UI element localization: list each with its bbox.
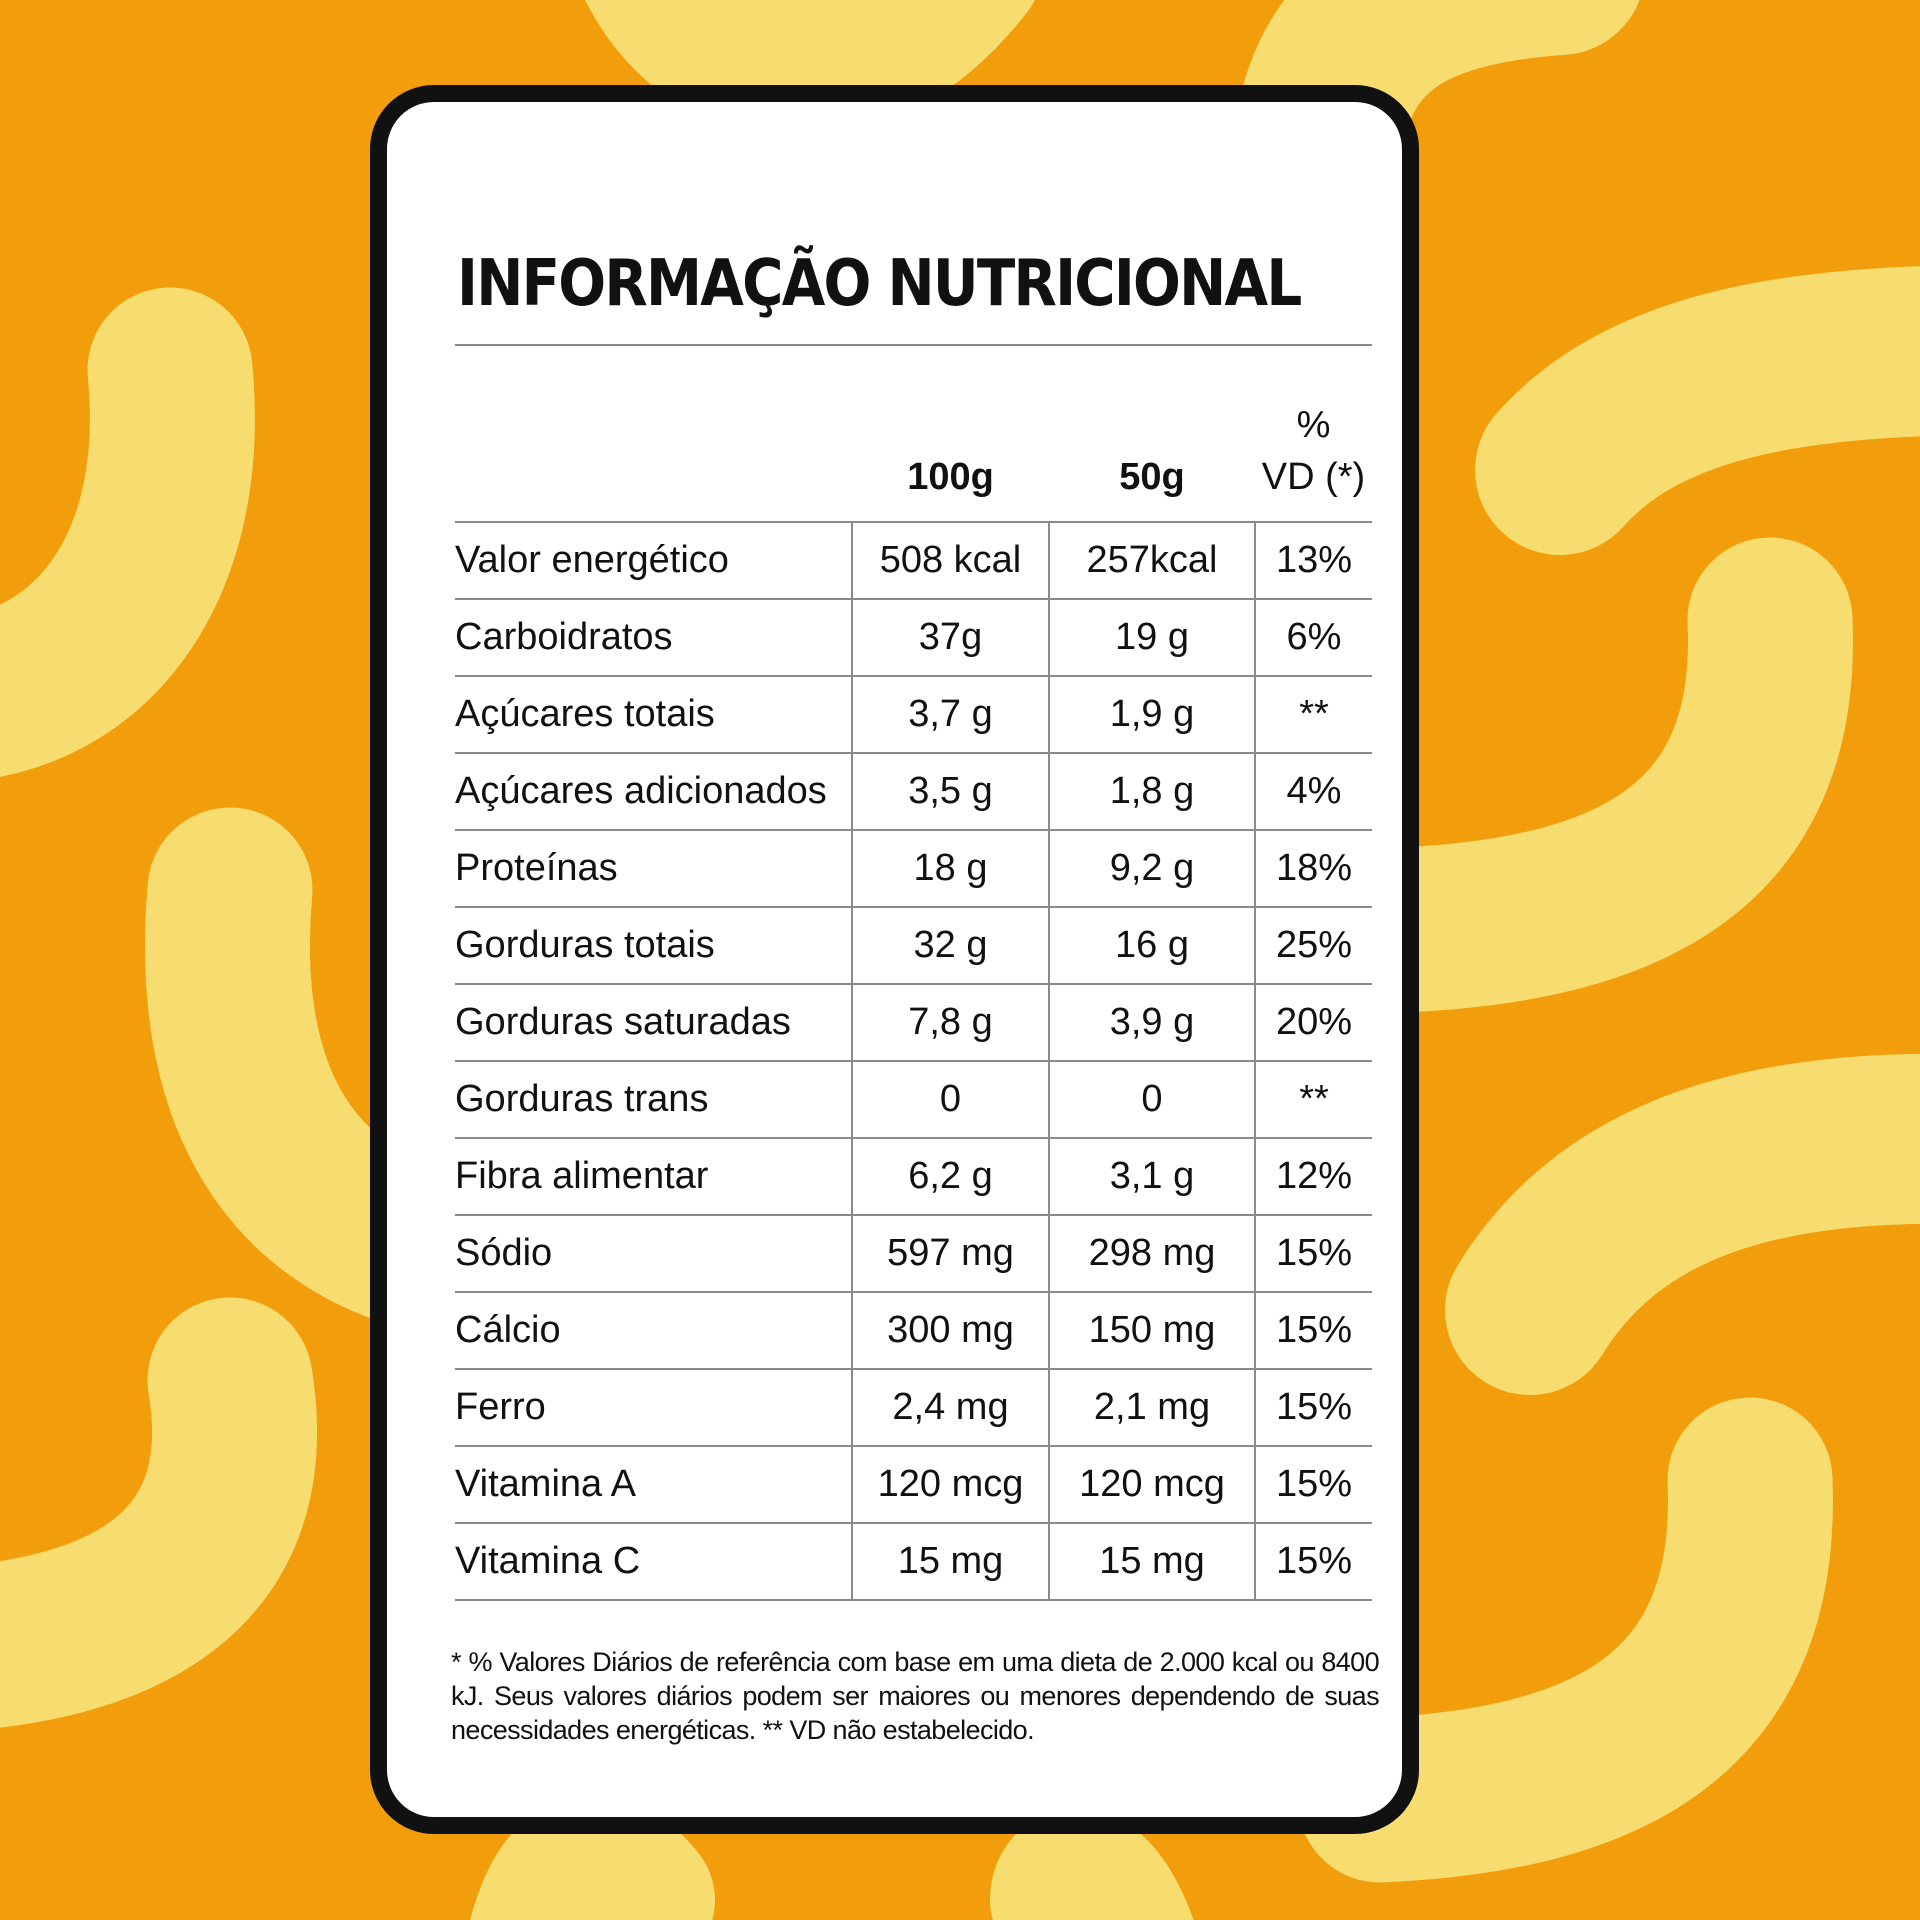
value-50g: 3,1 g — [1049, 1138, 1256, 1216]
nutrient-name: Açúcares adicionados — [455, 753, 852, 831]
header-vd-line1: % — [1296, 404, 1331, 446]
value-vd: 15% — [1255, 1369, 1372, 1447]
value-100g: 120 mcg — [851, 1446, 1050, 1524]
nutrition-table: 100g 50g % VD (*) Valor energético 508 kc… — [455, 382, 1372, 1601]
nutrient-name: Gorduras totais — [455, 907, 852, 985]
value-50g: 150 mg — [1049, 1292, 1256, 1370]
value-vd: 15% — [1255, 1446, 1372, 1524]
value-vd: 18% — [1255, 830, 1372, 908]
footnote: * % Valores Diários de referência com ba… — [451, 1647, 1380, 1745]
puff-shape-right-upper — [1475, 266, 1920, 555]
nutrient-name: Gorduras saturadas — [455, 984, 852, 1062]
value-vd: ** — [1255, 1061, 1372, 1139]
table-row: Gorduras trans 0 0 ** — [455, 1061, 1372, 1139]
value-50g: 1,8 g — [1049, 753, 1256, 831]
puff-shape-right-lower — [1445, 1053, 1920, 1395]
value-100g: 3,7 g — [851, 676, 1050, 754]
puff-shape-bottom-left — [470, 1795, 715, 1920]
header-100g: 100g — [852, 382, 1049, 523]
value-vd: 20% — [1255, 984, 1372, 1062]
header-vd: % VD (*) — [1255, 382, 1372, 523]
value-vd: 15% — [1255, 1523, 1372, 1601]
value-vd: ** — [1255, 676, 1372, 754]
table-row: Açúcares totais 3,7 g 1,9 g ** — [455, 676, 1372, 754]
puff-shape-left-lower — [0, 1297, 317, 1728]
nutrient-name: Fibra alimentar — [455, 1138, 852, 1216]
value-vd: 13% — [1255, 522, 1372, 600]
page-title: INFORMAÇÃO NUTRICIONAL — [457, 247, 1302, 321]
nutrient-name: Sódio — [455, 1215, 852, 1293]
nutrient-name: Gorduras trans — [455, 1061, 852, 1139]
value-vd: 15% — [1255, 1292, 1372, 1370]
table-row: Proteínas 18 g 9,2 g 18% — [455, 830, 1372, 908]
table-header-row: 100g 50g % VD (*) — [455, 382, 1372, 523]
header-50g: 50g — [1049, 382, 1255, 523]
value-100g: 2,4 mg — [851, 1369, 1050, 1447]
value-vd: 25% — [1255, 907, 1372, 985]
table-row: Gorduras saturadas 7,8 g 3,9 g 20% — [455, 984, 1372, 1062]
table-row: Ferro 2,4 mg 2,1 mg 15% — [455, 1369, 1372, 1447]
value-50g: 16 g — [1049, 907, 1256, 985]
title-divider — [455, 344, 1372, 346]
nutrient-name: Vitamina C — [455, 1523, 852, 1601]
value-100g: 508 kcal — [851, 522, 1050, 600]
value-100g: 37g — [851, 599, 1050, 677]
puff-shape-right-bottom — [1297, 1397, 1833, 1883]
puff-shape-left-upper — [0, 287, 255, 777]
value-50g: 3,9 g — [1049, 984, 1256, 1062]
header-name — [455, 382, 852, 523]
value-vd: 4% — [1255, 753, 1372, 831]
puff-shape-right-middle — [1317, 537, 1853, 1013]
table-row: Carboidratos 37g 19 g 6% — [455, 599, 1372, 677]
value-100g: 7,8 g — [851, 984, 1050, 1062]
value-vd: 12% — [1255, 1138, 1372, 1216]
puff-shape-bottom-center — [990, 1808, 1194, 1920]
nutrient-name: Proteínas — [455, 830, 852, 908]
table-row: Sódio 597 mg 298 mg 15% — [455, 1215, 1372, 1293]
value-50g: 15 mg — [1049, 1523, 1256, 1601]
value-100g: 3,5 g — [851, 753, 1050, 831]
nutrient-name: Ferro — [455, 1369, 852, 1447]
nutrient-name: Carboidratos — [455, 599, 852, 677]
table-row: Vitamina A 120 mcg 120 mcg 15% — [455, 1446, 1372, 1524]
value-100g: 597 mg — [851, 1215, 1050, 1293]
value-vd: 15% — [1255, 1215, 1372, 1293]
nutrient-name: Açúcares totais — [455, 676, 852, 754]
nutrient-name: Cálcio — [455, 1292, 852, 1370]
table-row: Vitamina C 15 mg 15 mg 15% — [455, 1523, 1372, 1601]
table-row: Valor energético 508 kcal 257kcal 13% — [455, 522, 1372, 600]
table-row: Açúcares adicionados 3,5 g 1,8 g 4% — [455, 753, 1372, 831]
value-50g: 2,1 mg — [1049, 1369, 1256, 1447]
table-row: Fibra alimentar 6,2 g 3,1 g 12% — [455, 1138, 1372, 1216]
value-100g: 18 g — [851, 830, 1050, 908]
table-row: Gorduras totais 32 g 16 g 25% — [455, 907, 1372, 985]
value-50g: 120 mcg — [1049, 1446, 1256, 1524]
value-50g: 0 — [1049, 1061, 1256, 1139]
value-100g: 0 — [851, 1061, 1050, 1139]
nutrition-card: INFORMAÇÃO NUTRICIONAL 100g 50g % VD (*)… — [370, 85, 1419, 1834]
value-100g: 300 mg — [851, 1292, 1050, 1370]
value-50g: 298 mg — [1049, 1215, 1256, 1293]
value-vd: 6% — [1255, 599, 1372, 677]
value-100g: 15 mg — [851, 1523, 1050, 1601]
value-50g: 257kcal — [1049, 522, 1256, 600]
value-50g: 1,9 g — [1049, 676, 1256, 754]
value-50g: 9,2 g — [1049, 830, 1256, 908]
value-100g: 32 g — [851, 907, 1050, 985]
nutrient-name: Vitamina A — [455, 1446, 852, 1524]
value-50g: 19 g — [1049, 599, 1256, 677]
table-row: Cálcio 300 mg 150 mg 15% — [455, 1292, 1372, 1370]
value-100g: 6,2 g — [851, 1138, 1050, 1216]
header-vd-line2: VD (*) — [1261, 456, 1366, 498]
puff-shape-top-center — [585, 0, 1035, 139]
nutrient-name: Valor energético — [455, 522, 852, 600]
